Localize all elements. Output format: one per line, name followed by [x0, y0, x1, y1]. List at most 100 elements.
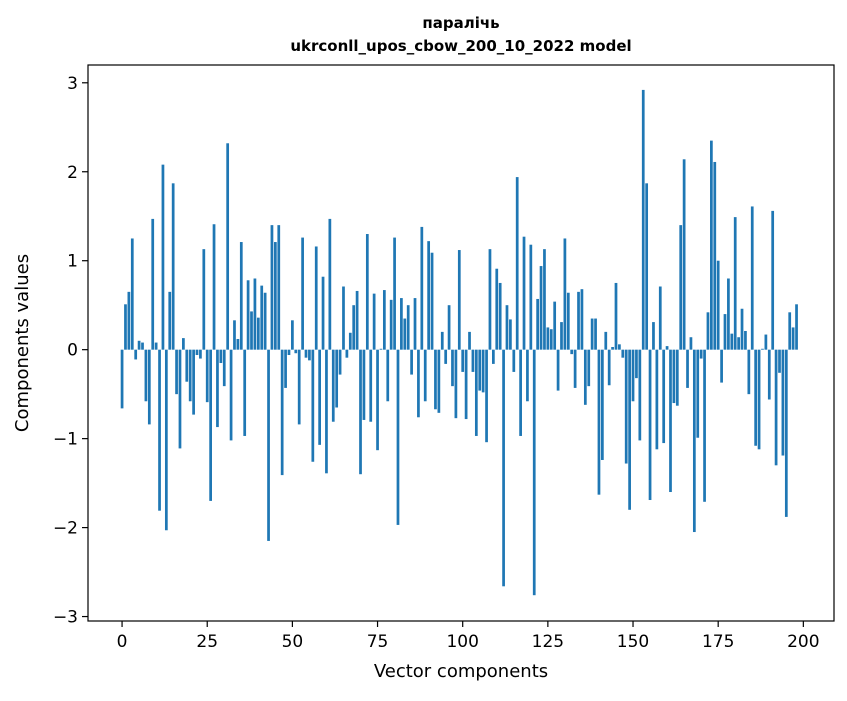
bar-130 [563, 238, 567, 350]
bar-185 [750, 206, 754, 350]
bar-109 [492, 349, 495, 364]
bar-176 [720, 349, 723, 383]
bar-18 [182, 338, 185, 350]
bar-31 [226, 143, 230, 350]
x-tick-label-100: 100 [446, 632, 478, 652]
bar-9 [151, 218, 155, 350]
bar-128 [556, 349, 560, 391]
bar-117 [519, 349, 522, 436]
bar-43 [267, 349, 270, 541]
bar-42 [263, 292, 267, 350]
bar-183 [744, 330, 747, 350]
bar-45 [273, 242, 277, 350]
bar-133 [573, 349, 577, 388]
bar-175 [716, 260, 720, 350]
bar-198 [795, 304, 798, 350]
bar-68 [352, 305, 356, 350]
bar-1 [124, 304, 127, 350]
bar-162 [672, 349, 676, 404]
bar-79 [389, 299, 393, 350]
bar-108 [488, 249, 492, 350]
bar-88 [420, 226, 424, 350]
bar-182 [740, 308, 744, 350]
bar-74 [372, 293, 376, 350]
bar-112 [502, 349, 505, 587]
bar-178 [727, 278, 730, 350]
bar-131 [566, 292, 570, 350]
bar-35 [239, 242, 243, 350]
bar-32 [229, 349, 233, 441]
bar-58 [318, 349, 321, 445]
bar-14 [168, 291, 172, 350]
bar-67 [348, 332, 352, 350]
bar-140 [597, 349, 601, 495]
y-tick-label--2: −2 [53, 519, 78, 539]
bar-3 [130, 238, 134, 350]
bar-181 [737, 337, 740, 350]
bar-24 [202, 249, 206, 350]
x-tick-label-200: 200 [787, 632, 819, 652]
x-tick-label-25: 25 [196, 632, 218, 652]
bar-114 [509, 319, 512, 350]
bar-89 [423, 349, 427, 402]
bar-63 [335, 349, 339, 408]
bar-95 [444, 349, 448, 364]
bar-25 [205, 349, 209, 403]
bar-135 [580, 289, 584, 350]
bar-113 [505, 305, 509, 350]
bar-177 [723, 314, 727, 350]
bar-72 [365, 234, 369, 350]
bar-188 [761, 348, 764, 350]
bar-190 [767, 349, 771, 400]
bar-22 [195, 349, 199, 356]
bar-121 [532, 349, 536, 596]
bar-40 [256, 317, 260, 350]
bar-155 [648, 349, 652, 501]
bar-167 [689, 337, 693, 350]
bar-125 [546, 327, 550, 350]
bar-157 [655, 349, 659, 450]
bar-20 [188, 349, 192, 402]
bar-4 [134, 349, 138, 360]
bar-84 [406, 305, 410, 350]
bar-61 [328, 218, 332, 350]
bar-147 [621, 349, 625, 358]
bar-83 [403, 318, 407, 350]
bar-44 [270, 225, 274, 350]
bar-138 [590, 318, 594, 350]
bar-180 [733, 217, 737, 350]
bar-17 [178, 349, 182, 449]
bar-56 [311, 349, 315, 462]
bar-160 [665, 346, 669, 350]
x-tick-label-75: 75 [367, 632, 389, 652]
chart-title-line-1: паралічь [422, 14, 499, 32]
bar-151 [635, 349, 638, 379]
bar-6 [141, 342, 144, 350]
bar-123 [539, 266, 543, 350]
bar-70 [359, 349, 362, 475]
bar-49 [287, 349, 291, 356]
bar-11 [158, 349, 161, 511]
chart-title-line-2: ukrconll_upos_cbow_200_10_2022 model [290, 37, 631, 55]
bar-78 [386, 349, 390, 402]
bar-82 [400, 298, 403, 350]
bar-153 [641, 89, 645, 350]
bar-76 [379, 348, 383, 350]
bar-27 [212, 224, 216, 350]
bar-5 [137, 340, 141, 350]
bar-94 [440, 331, 444, 350]
bar-168 [692, 349, 696, 533]
bar-119 [526, 349, 529, 402]
bar-23 [199, 349, 202, 359]
bar-86 [413, 298, 417, 350]
bar-158 [658, 286, 662, 350]
bar-90 [427, 241, 431, 350]
bar-2 [127, 291, 131, 350]
bar-92 [434, 349, 437, 410]
bar-80 [393, 237, 396, 350]
bar-146 [618, 344, 621, 350]
bar-38 [250, 311, 253, 350]
bar-81 [396, 349, 400, 525]
bar-166 [686, 349, 689, 388]
bar-161 [669, 349, 672, 493]
